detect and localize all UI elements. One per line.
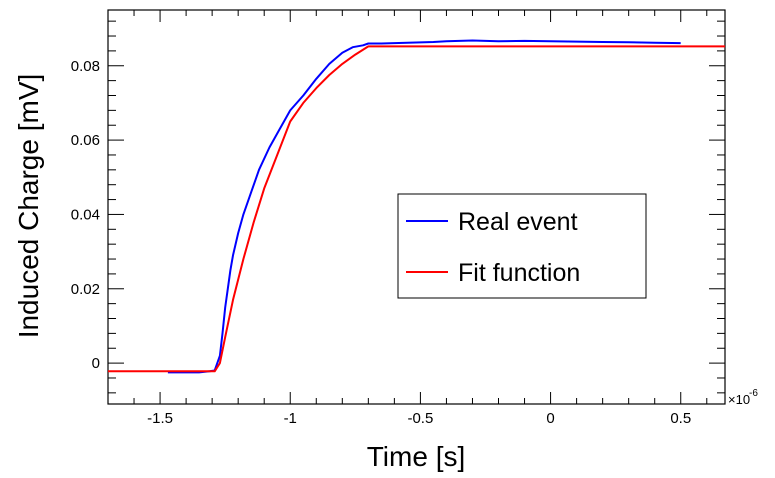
series-real-event-line bbox=[167, 39, 681, 374]
x-tick-label: 0.5 bbox=[670, 410, 691, 427]
x-axis-multiplier-exponent: -6 bbox=[749, 388, 758, 399]
x-tick-label: -0.5 bbox=[407, 410, 433, 427]
major-ticks bbox=[108, 10, 725, 404]
y-tick-label: 0.06 bbox=[71, 132, 100, 149]
x-axis-title: Time [s] bbox=[367, 441, 466, 472]
legend-label-fit-function: Fit function bbox=[458, 259, 580, 287]
minor-ticks bbox=[107, 10, 725, 404]
x-tick-label: 0 bbox=[546, 410, 554, 427]
x-tick-label: -1 bbox=[284, 410, 297, 427]
legend-box bbox=[397, 193, 647, 299]
legend: Real event Fit function bbox=[397, 193, 647, 299]
y-tick-label: 0.04 bbox=[71, 206, 100, 223]
x-tick-label: -1.5 bbox=[147, 410, 173, 427]
y-tick-label: 0.08 bbox=[71, 58, 100, 75]
series-layer bbox=[108, 39, 725, 374]
x-tick-labels: -1.5 -1 -0.5 0 0.5 bbox=[147, 410, 691, 427]
x-axis-multiplier: ×10 bbox=[728, 392, 750, 407]
y-tick-label: 0 bbox=[92, 355, 100, 372]
y-axis-title: Induced Charge [mV] bbox=[13, 74, 44, 339]
series-fit-function-line bbox=[108, 45, 725, 373]
y-tick-label: 0.02 bbox=[71, 281, 100, 298]
legend-label-real-event: Real event bbox=[458, 208, 578, 236]
y-tick-labels: 0 0.02 0.04 0.06 0.08 bbox=[71, 58, 100, 372]
